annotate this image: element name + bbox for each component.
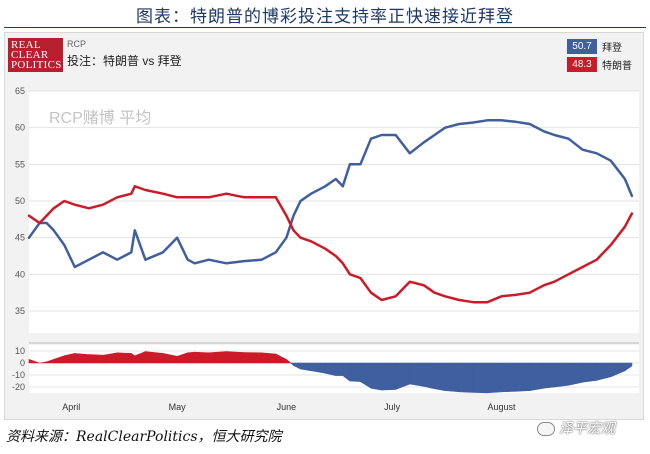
spread-area-segment: [529, 362, 545, 391]
x-tick-label: August: [487, 402, 516, 412]
logo-line-2: CLEAR: [11, 49, 49, 61]
y-tick-label: 55: [15, 159, 25, 169]
legend-value-biden: 50.7: [567, 39, 597, 54]
y-tick-label: 45: [15, 233, 25, 243]
spread-area-segment: [88, 354, 104, 364]
spread-area-segment: [243, 352, 263, 364]
spread-area-segment: [434, 362, 446, 391]
spread-area-segment: [116, 352, 132, 364]
sub-y-tick-label: -10: [12, 370, 25, 380]
spread-area-segment: [501, 362, 516, 393]
spread-area-segment: [74, 353, 90, 364]
matchup-title: 投注：特朗普 vs 拜登: [67, 54, 182, 68]
spread-area-segment: [324, 362, 337, 376]
y-tick-label: 35: [15, 306, 25, 316]
logo-line-1: REAL: [11, 39, 41, 51]
spread-area-segment: [554, 362, 569, 388]
figure-title: 图表：特朗普的博彩投注支持率正快速接近拜登: [136, 7, 514, 27]
legend-item-trump[interactable]: 48.3 特朗普: [567, 57, 637, 72]
title-divider: [4, 27, 646, 28]
legend-value-trump: 48.3: [567, 57, 597, 72]
source-tag: RCP: [67, 39, 87, 49]
spread-area-segment: [472, 362, 488, 394]
y-tick-label: 50: [15, 196, 25, 206]
watermark-text: 泽平宏观: [559, 420, 615, 436]
spread-area-segment: [515, 362, 530, 392]
legend-item-biden[interactable]: 50.7 拜登: [567, 39, 637, 54]
spread-area-segment: [624, 362, 633, 372]
source-note: 资料来源：RealClearPolitics，恒大研究院: [6, 429, 282, 445]
logo-line-3: POLITICS: [11, 59, 62, 71]
wechat-icon: [537, 422, 555, 437]
spread-area-segment: [187, 351, 196, 364]
spread-area-segment: [543, 362, 555, 389]
spread-area-segment: [423, 362, 435, 390]
series-line-trump: [27, 185, 634, 304]
x-tick-label: May: [169, 402, 187, 412]
spread-area-segment: [568, 362, 583, 386]
rcp-logo: REAL CLEAR POLITICS: [8, 38, 63, 72]
spread-area-segment: [194, 351, 210, 364]
chart-title: RCP赌博 平均: [49, 109, 151, 127]
legend-label-biden: 拜登: [602, 43, 622, 54]
spread-area-segment: [335, 362, 344, 376]
spread-area-segment: [286, 358, 292, 364]
spread-area-segment: [28, 358, 40, 364]
spread-area-segment: [261, 352, 277, 364]
legend-label-trump: 特朗普: [602, 61, 632, 72]
sub-y-tick-label: -20: [12, 382, 25, 392]
y-tick-label: 65: [15, 86, 25, 96]
spread-area-segment: [145, 351, 164, 364]
spread-area-segment: [208, 351, 227, 364]
spread-area-segment: [226, 351, 245, 364]
x-tick-label: April: [62, 402, 80, 412]
y-tick-label: 40: [15, 269, 25, 279]
legend: 50.7 拜登 48.3 特朗普: [567, 39, 637, 75]
spread-area-segment: [444, 362, 460, 393]
spread-area-segment: [349, 362, 361, 382]
spread-area-segment: [381, 362, 397, 391]
sub-y-tick-label: 0: [20, 358, 25, 368]
chart-svg: 35 40 45 50 55 60 65 10 0 -10 -20 RCP赌博 平均 April May J…: [12, 86, 639, 412]
spread-area-segment: [582, 362, 597, 383]
sub-y-tick-label: 10: [15, 346, 25, 356]
spread-area-segment: [370, 362, 382, 391]
chart-panel: REAL CLEAR POLITICS RCP 投注：特朗普 vs 拜登 50.…: [4, 32, 644, 420]
spread-area-segment: [487, 362, 502, 394]
x-tick-label: July: [384, 402, 401, 412]
x-tick-label: June: [277, 402, 297, 412]
series-line-biden: [27, 119, 634, 269]
y-tick-label: 60: [15, 123, 25, 133]
watermark: 泽平宏观: [537, 418, 615, 438]
spread-area-segment: [409, 362, 425, 387]
spread-area-segment: [458, 362, 474, 393]
plot-area: [29, 91, 639, 333]
